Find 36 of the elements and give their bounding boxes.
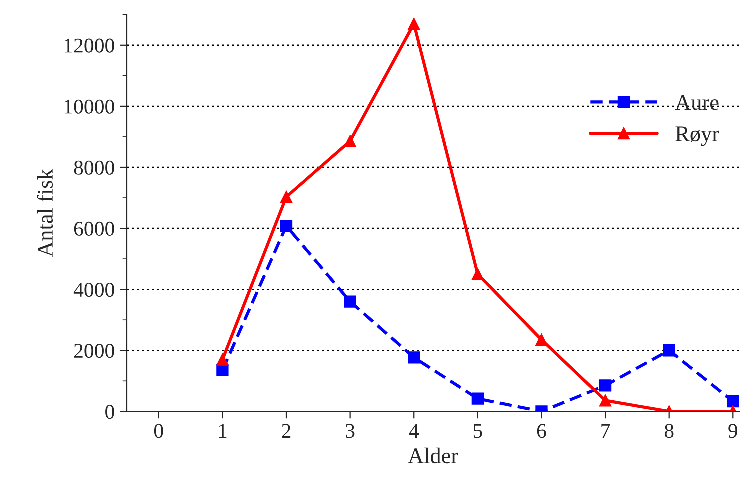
point <box>408 352 420 364</box>
x-tick-label: 8 <box>664 424 674 438</box>
x-tick-label: 1 <box>219 424 227 438</box>
y-tick-label: 2000 <box>74 344 114 358</box>
y-tick-label: 8000 <box>74 160 114 175</box>
y-tick-label: 10000 <box>64 100 114 114</box>
y-tick-label: 4000 <box>74 282 114 298</box>
legend-label: Aure <box>675 95 719 110</box>
point <box>344 135 356 148</box>
x-tick-label: 3 <box>346 424 355 438</box>
point <box>280 191 293 204</box>
legend-label: Røyr <box>676 126 720 146</box>
point <box>727 396 740 408</box>
point <box>216 364 229 377</box>
y-tick-label: 12000 <box>64 38 114 53</box>
point <box>472 392 484 405</box>
x-tick-label: 5 <box>474 424 482 438</box>
point <box>599 394 612 407</box>
x-tick-label: 9 <box>728 424 738 438</box>
point <box>663 344 676 357</box>
y-tick-label: 0 <box>106 405 114 420</box>
y-axis-title: Antal fisk <box>37 169 54 258</box>
x-tick-label: 7 <box>602 424 610 438</box>
point <box>408 18 420 30</box>
x-tick-label: 4 <box>409 424 419 438</box>
point <box>344 296 356 308</box>
x-tick-label: 0 <box>154 424 164 438</box>
y-tick-label: 6000 <box>74 222 114 236</box>
x-tick-label: 2 <box>282 424 291 438</box>
point <box>599 380 612 392</box>
x-tick-label: 6 <box>537 424 546 438</box>
x-axis-title: Alder <box>408 448 458 464</box>
point <box>280 220 293 232</box>
point <box>536 334 548 346</box>
point <box>472 268 484 280</box>
point <box>216 354 229 366</box>
